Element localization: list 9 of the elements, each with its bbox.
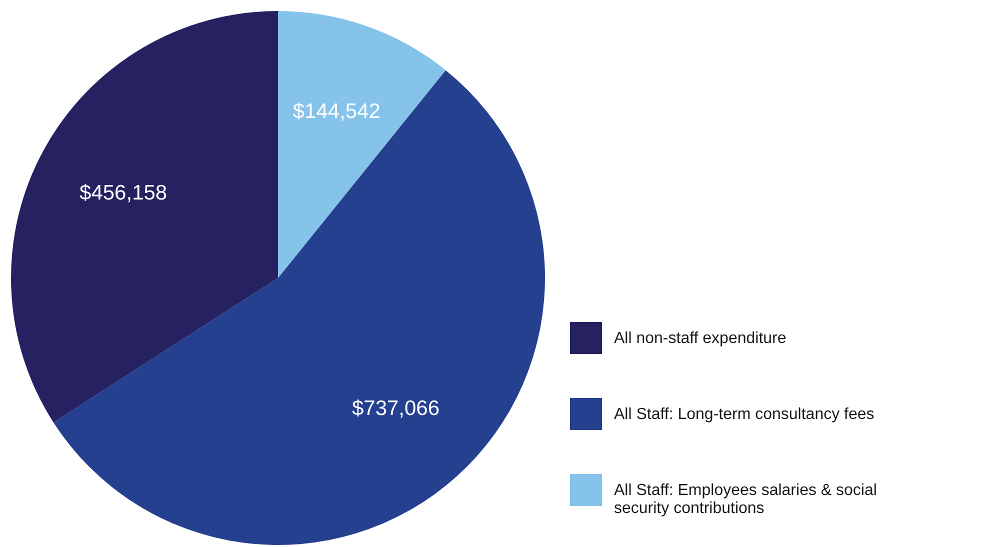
pie-slice (278, 11, 446, 278)
data-label: $456,158 (80, 182, 168, 205)
legend-label: All Staff: Long-term consultancy fees (614, 406, 874, 423)
pie-slice (53, 70, 545, 545)
pie-slice (11, 11, 278, 422)
data-label: $737,066 (352, 397, 440, 420)
legend-label: All Staff: Employees salaries & social security contributions (614, 482, 877, 517)
data-label: $144,542 (292, 100, 380, 123)
legend-label: All non-staff expenditure (614, 330, 786, 347)
